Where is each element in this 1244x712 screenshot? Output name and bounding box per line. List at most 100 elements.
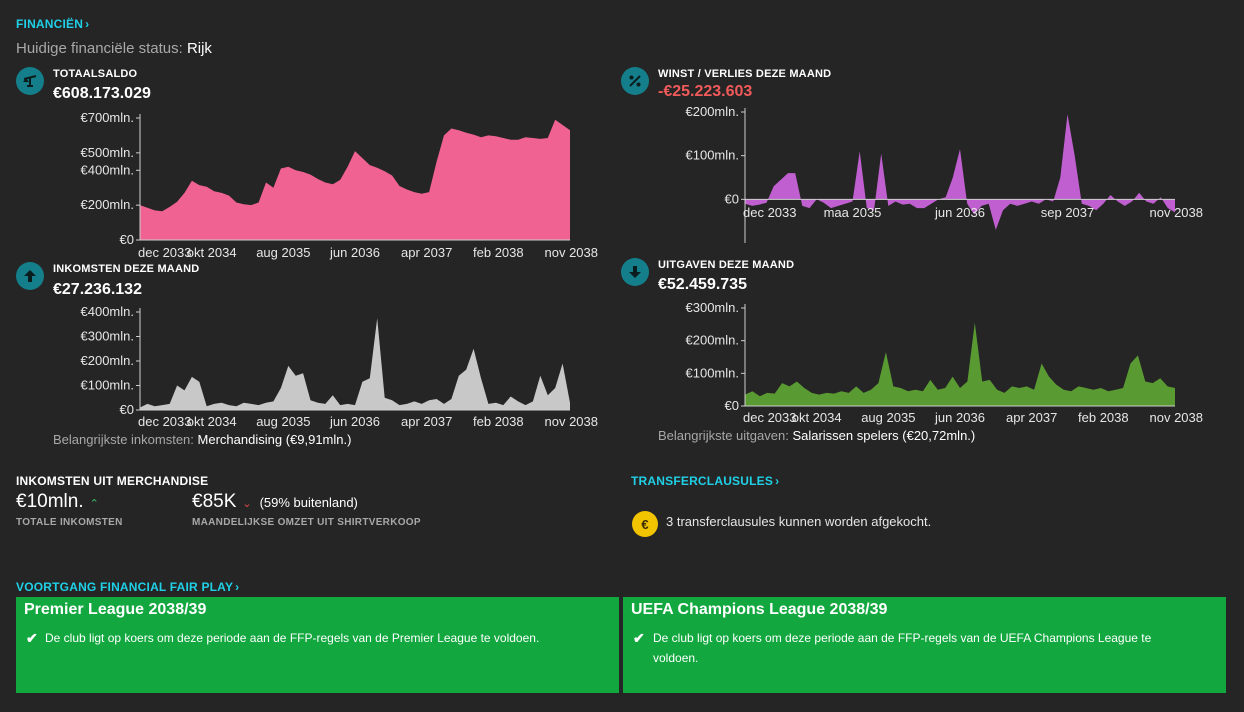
merch-monthly-note: (59% buitenland) (259, 495, 358, 510)
financial-status-value: Rijk (186, 40, 212, 57)
finances-header-label: FINANCIËN (16, 17, 84, 31)
income-value: €27.236.132 (53, 281, 142, 298)
series-area (140, 318, 570, 410)
x-tick-label: aug 2035 (256, 414, 310, 429)
arrow-down-icon (621, 258, 649, 286)
balance-value: €608.173.029 (53, 85, 151, 102)
chevron-right-icon: › (235, 580, 240, 594)
y-tick-label: €0 (725, 191, 739, 206)
x-tick-label: nov 2038 (545, 245, 599, 260)
y-tick-label: €400mln. (81, 162, 134, 177)
y-tick-label: €0 (725, 398, 739, 413)
merch-monthly-caption: MAANDELIJKSE OMZET UIT SHIRTVERKOOP (192, 517, 421, 528)
ffp-card-message: De club ligt op koers om deze periode aa… (653, 631, 1152, 665)
expenses-note-value: Salarissen spelers (€20,72mln.) (792, 428, 976, 443)
income-note-value: Merchandising (€9,91mln.) (197, 432, 352, 447)
x-tick-label: okt 2034 (792, 410, 842, 425)
x-tick-label: feb 2038 (473, 245, 524, 260)
x-tick-label: jun 2036 (934, 205, 985, 220)
y-tick-label: €0 (120, 232, 134, 247)
income-title: INKOMSTEN DEZE MAAND (53, 263, 200, 275)
euro-coin-icon: € (632, 511, 658, 537)
transfer-clauses-link[interactable]: TRANSFERCLAUSULES › (631, 474, 779, 488)
merch-monthly: €85K ⌄ (59% buitenland) (192, 491, 358, 513)
x-tick-label: apr 2037 (1006, 410, 1057, 425)
arrow-up-icon (16, 262, 44, 290)
chevron-right-icon: › (775, 474, 780, 488)
y-tick-label: €200mln. (686, 333, 739, 348)
expenses-value: €52.459.735 (658, 276, 747, 293)
transfer-clauses-label: TRANSFERCLAUSULES (631, 474, 774, 488)
finances-header-link[interactable]: FINANCIËN › (16, 17, 89, 31)
y-tick-label: €100mln. (686, 365, 739, 380)
x-tick-label: aug 2035 (861, 410, 915, 425)
income-note: Belangrijkste inkomsten: Merchandising (… (53, 432, 351, 447)
x-tick-label: okt 2034 (187, 414, 237, 429)
balance-title: TOTAALSALDO (53, 68, 138, 80)
x-tick-label: dec 2033 (138, 414, 192, 429)
x-tick-label: jun 2036 (329, 245, 380, 260)
ffp-card-message: De club ligt op koers om deze periode aa… (45, 631, 540, 645)
trend-up-icon: ⌃ (89, 498, 99, 510)
x-tick-label: aug 2035 (256, 245, 310, 260)
x-tick-label: apr 2037 (401, 245, 452, 260)
income-note-label: Belangrijkste inkomsten: (53, 432, 194, 447)
x-tick-label: nov 2038 (1150, 410, 1204, 425)
income-chart: €0 €100mln. €200mln. €300mln. €400mln. dec 20… (81, 304, 599, 429)
x-tick-label: dec 2033 (743, 410, 797, 425)
ffp-progress-label: VOORTGANG FINANCIAL FAIR PLAY (16, 580, 234, 594)
chevron-right-icon: › (85, 17, 90, 31)
ffp-card-premier-league: Premier League 2038/39 ✔ De club ligt op… (16, 597, 619, 693)
series-area (745, 322, 1175, 406)
merch-total-value: €10mln. (16, 491, 84, 512)
y-tick-label: €200mln. (686, 104, 739, 119)
trend-down-icon: ⌄ (242, 498, 252, 510)
y-tick-label: €0 (120, 402, 134, 417)
y-tick-label: €500mln. (81, 145, 134, 160)
x-tick-label: sep 2037 (1041, 205, 1095, 220)
scale-icon (16, 67, 44, 95)
merch-title: INKOMSTEN UIT MERCHANDISE (16, 474, 209, 488)
ffp-card-champions-league: UEFA Champions League 2038/39 ✔ De club … (623, 597, 1226, 693)
ffp-card-title: UEFA Champions League 2038/39 (631, 601, 888, 618)
x-tick-label: feb 2038 (473, 414, 524, 429)
profit-value: -€25.223.603 (658, 83, 753, 100)
percent-icon (621, 67, 649, 95)
profit-chart: €0 €100mln. €200mln. dec 2033 maa 2035 jun 20… (686, 104, 1204, 243)
financial-status: Huidige financiële status: Rijk (16, 40, 212, 57)
y-tick-label: €200mln. (81, 353, 134, 368)
transfer-clauses-text: 3 transferclausules kunnen worden afgeko… (666, 514, 932, 529)
merch-monthly-value: €85K (192, 491, 237, 512)
balance-chart: €0 €200mln. €400mln. €500mln. €700mln. dec 20… (81, 110, 599, 260)
y-tick-label: €100mln. (81, 378, 134, 393)
ffp-card-title: Premier League 2038/39 (24, 601, 207, 618)
y-tick-label: €200mln. (81, 197, 134, 212)
profit-title: WINST / VERLIES DEZE MAAND (658, 68, 832, 80)
y-tick-label: €300mln. (686, 300, 739, 315)
x-tick-label: jun 2036 (329, 414, 380, 429)
checkmark-icon: ✔ (633, 630, 645, 646)
y-tick-label: €700mln. (81, 110, 134, 125)
x-tick-label: maa 2035 (824, 205, 882, 220)
y-tick-label: €100mln. (686, 148, 739, 163)
series-area (745, 114, 1175, 230)
expenses-title: UITGAVEN DEZE MAAND (658, 259, 795, 271)
series-area (140, 119, 570, 240)
x-tick-label: dec 2033 (743, 205, 797, 220)
x-tick-label: feb 2038 (1078, 410, 1129, 425)
expenses-note-label: Belangrijkste uitgaven: (658, 428, 789, 443)
x-tick-label: nov 2038 (545, 414, 599, 429)
y-tick-label: €300mln. (81, 329, 134, 344)
y-tick-label: €400mln. (81, 304, 134, 319)
x-tick-label: nov 2038 (1150, 205, 1204, 220)
x-tick-label: okt 2034 (187, 245, 237, 260)
financial-status-label: Huidige financiële status: (16, 40, 183, 57)
expenses-note: Belangrijkste uitgaven: Salarissen spele… (658, 428, 975, 443)
merch-total-caption: TOTALE INKOMSTEN (16, 517, 123, 528)
x-tick-label: jun 2036 (934, 410, 985, 425)
checkmark-icon: ✔ (26, 630, 38, 646)
ffp-progress-link[interactable]: VOORTGANG FINANCIAL FAIR PLAY › (16, 580, 239, 594)
merch-total: €10mln. ⌃ (16, 491, 99, 513)
x-tick-label: apr 2037 (401, 414, 452, 429)
